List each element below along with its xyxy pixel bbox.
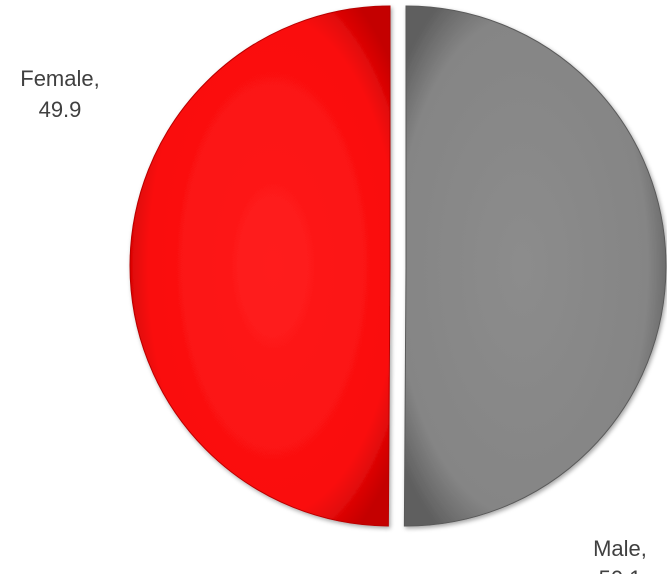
slice-label-female-name: Female, (20, 66, 99, 91)
slice-label-female-value: 49.9 (39, 97, 82, 122)
pie-slice-male (403, 5, 667, 527)
slice-label-male-name: Male, (593, 536, 647, 561)
pie-slices (129, 5, 667, 527)
pie-slice-female (129, 5, 391, 527)
slice-label-male-value: 50.1 (599, 566, 642, 574)
